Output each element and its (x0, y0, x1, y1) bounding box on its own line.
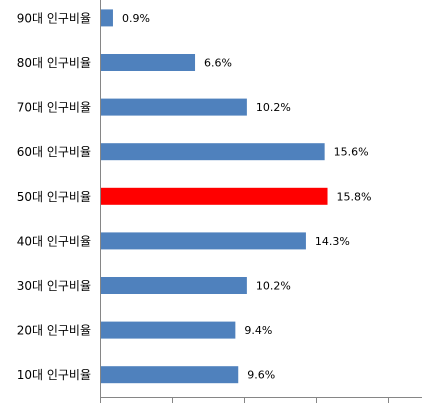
bar (100, 366, 239, 384)
category-label: 70대 인구비율 (17, 101, 91, 115)
category-label: 50대 인구비율 (17, 190, 91, 204)
bar (100, 54, 196, 71)
bar (100, 98, 247, 116)
bar (100, 9, 113, 27)
category-label: 40대 인구비율 (17, 234, 91, 248)
value-label: 15.8% (337, 190, 372, 203)
bar (100, 277, 247, 294)
bar (100, 321, 236, 339)
category-label: 20대 인구비율 (17, 324, 91, 338)
category-label: 60대 인구비율 (17, 145, 91, 159)
value-label: 10.2% (256, 280, 291, 293)
value-label: 0.9% (122, 12, 150, 25)
category-label: 10대 인구비율 (17, 368, 91, 382)
category-label: 90대 인구비율 (17, 11, 91, 25)
value-label: 9.4% (244, 324, 272, 337)
bar (100, 187, 328, 205)
value-label: 9.6% (247, 369, 275, 382)
value-label: 14.3% (315, 235, 350, 248)
category-label: 80대 인구비율 (17, 56, 91, 70)
value-label: 15.6% (334, 146, 369, 159)
bar (100, 232, 306, 250)
value-label: 10.2% (256, 101, 291, 114)
value-label: 6.6% (204, 57, 232, 70)
category-label: 30대 인구비율 (17, 279, 91, 293)
bar (100, 143, 325, 161)
